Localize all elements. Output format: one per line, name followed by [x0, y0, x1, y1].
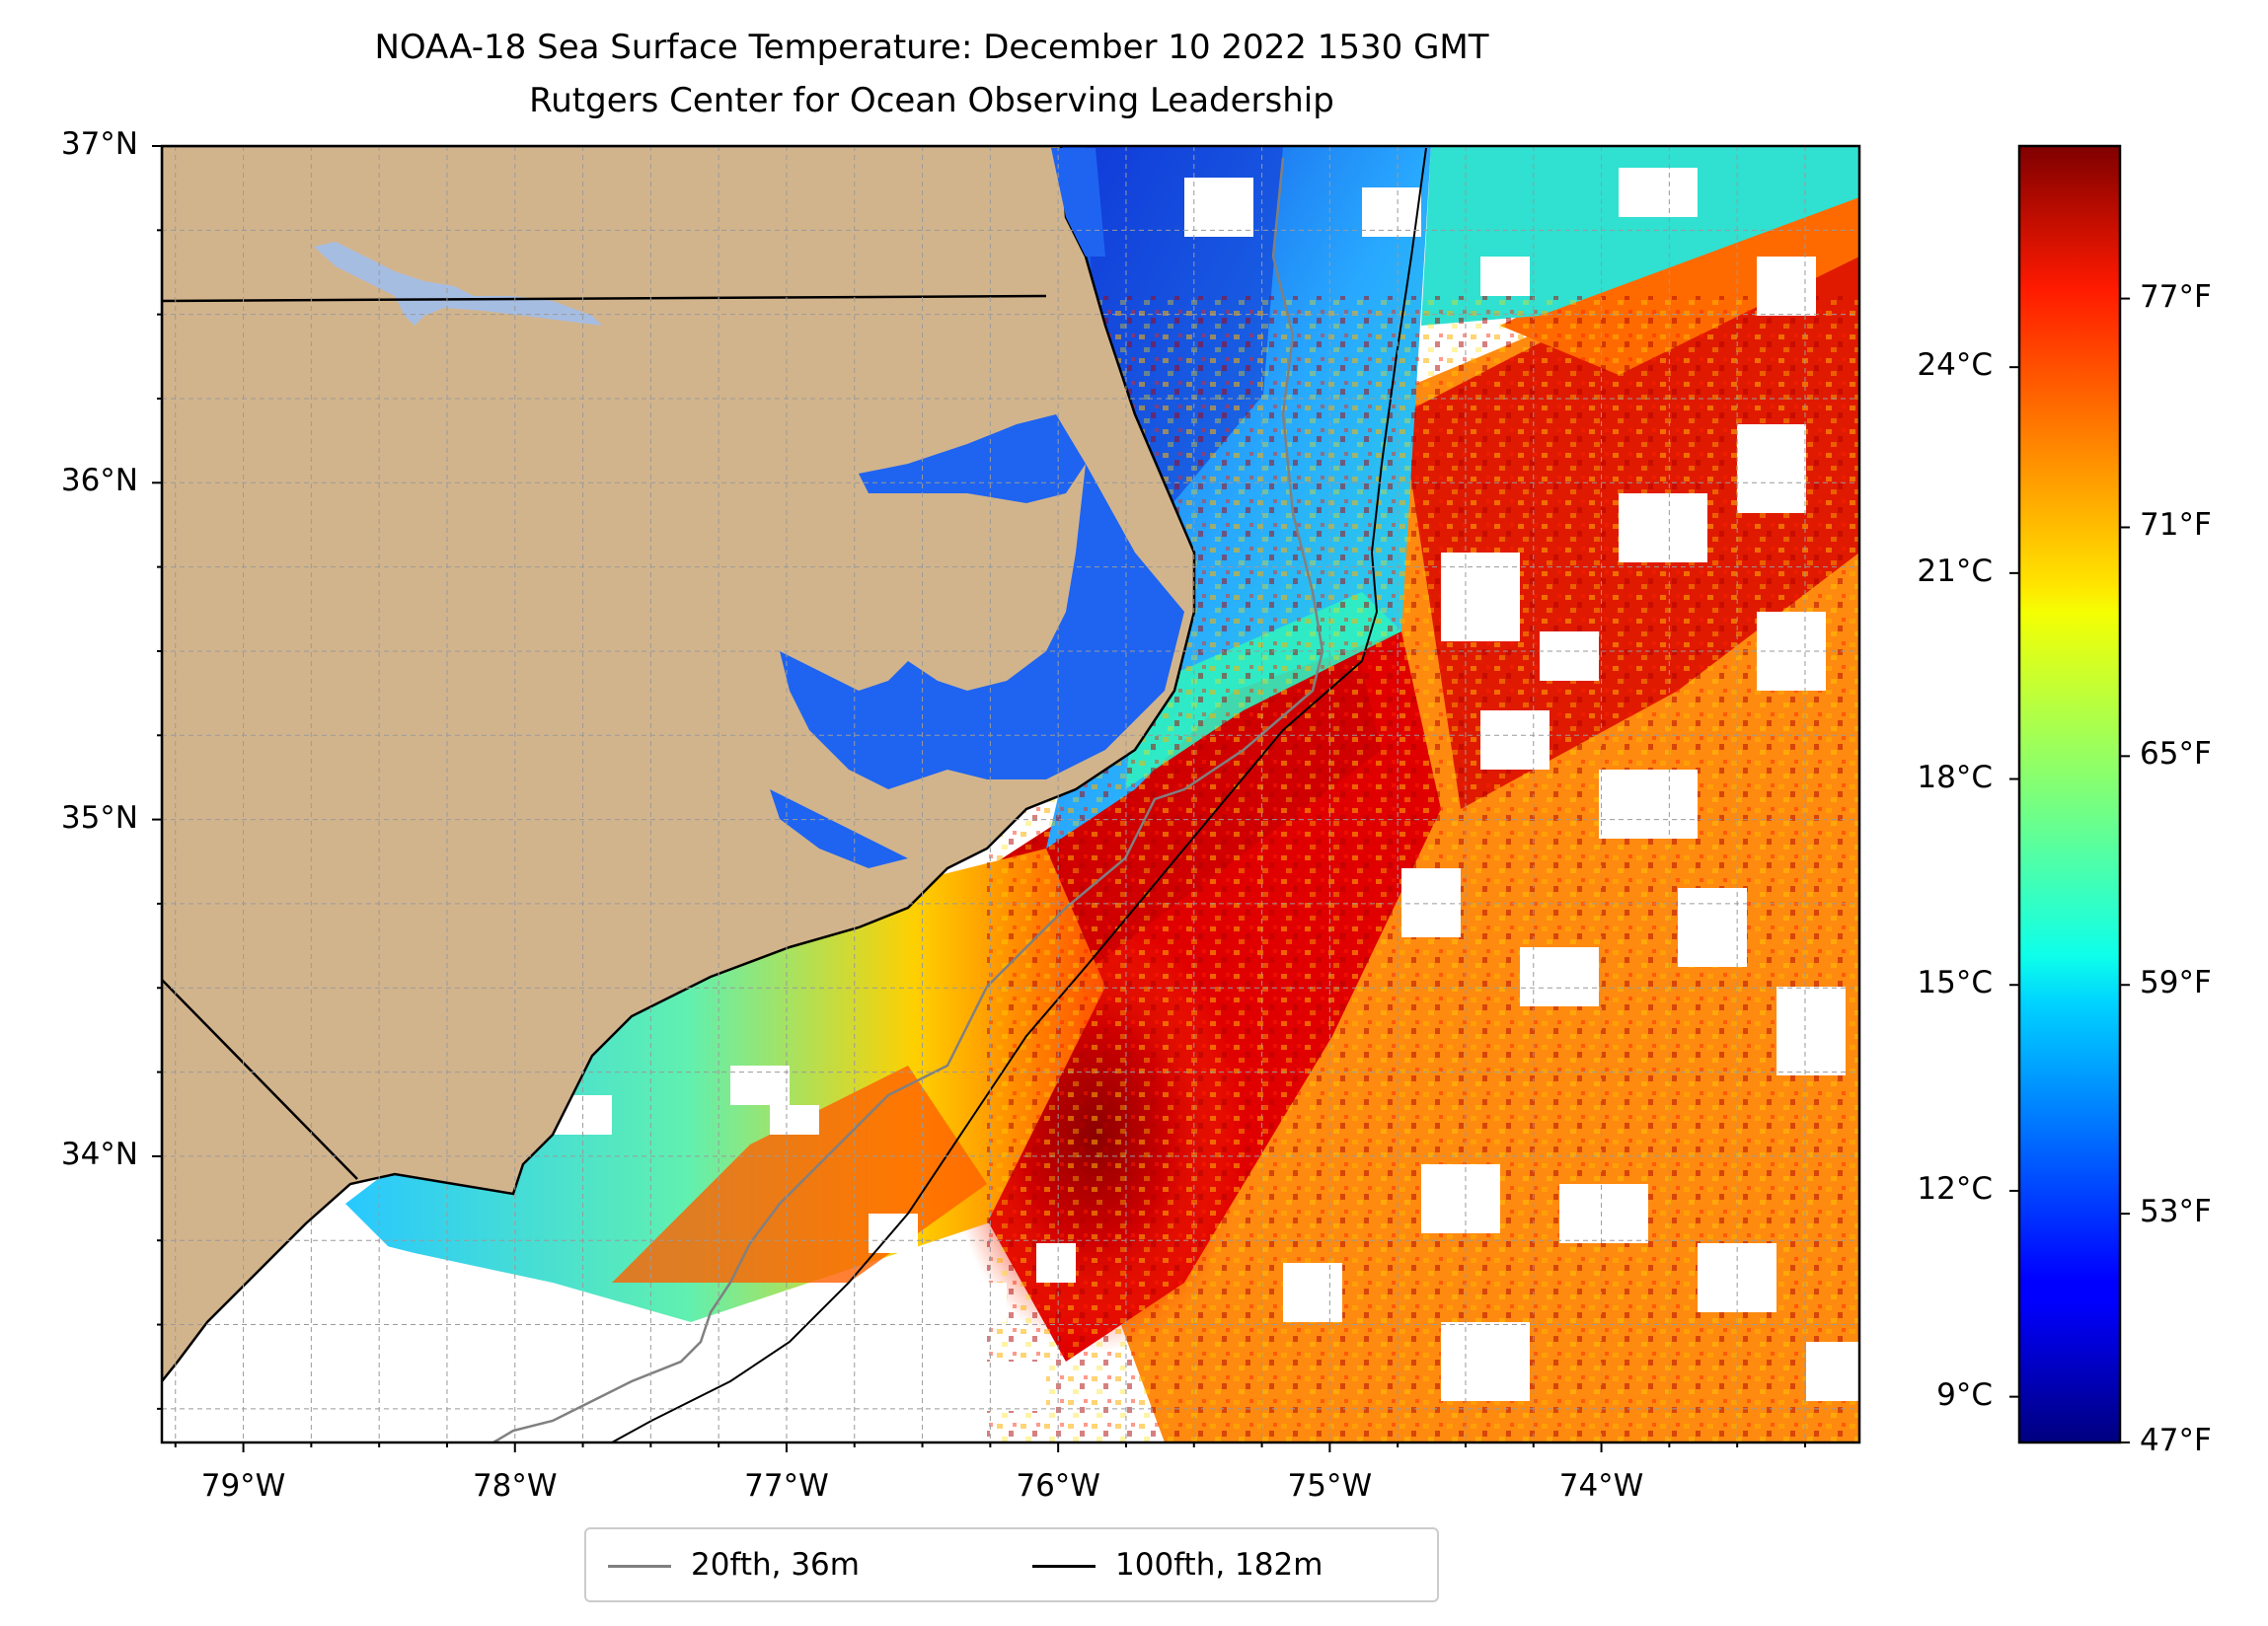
legend-line-gray [608, 1565, 671, 1568]
pamlico-sound [780, 464, 1184, 789]
colorbar-ticks [2009, 297, 2130, 1443]
lon-tick-label: 75°W [1287, 1468, 1373, 1504]
lon-tick-label: 79°W [200, 1468, 286, 1504]
albemarle-sound [859, 414, 1086, 503]
colorbar-fahrenheit-label: 47°F [2140, 1423, 2212, 1458]
legend-label-20fth: 20fth, 36m [691, 1547, 860, 1583]
legend-line-black [1032, 1565, 1096, 1568]
state-border-va-nc [162, 294, 1047, 303]
lon-tick-label: 76°W [1016, 1468, 1100, 1504]
lat-tick-label: 35°N [60, 799, 138, 836]
colorbar-celsius-label: 12°C [1917, 1170, 1993, 1207]
lon-tick-label: 74°W [1558, 1468, 1644, 1504]
colorbar-celsius-label: 21°C [1917, 553, 1993, 589]
lon-tick-label: 78°W [472, 1468, 558, 1504]
legend-label-100fth: 100fth, 182m [1115, 1547, 1323, 1583]
figure-title: NOAA-18 Sea Surface Temperature: Decembe… [374, 28, 1489, 67]
colorbar-fahrenheit-label: 71°F [2140, 507, 2212, 544]
colorbar-celsius-label: 24°C [1917, 347, 1993, 384]
colorbar-celsius-label: 9°C [1936, 1376, 1993, 1413]
colorbar-fahrenheit-label: 59°F [2140, 965, 2212, 1001]
kerr-lake [314, 242, 602, 326]
isobath-20fth [492, 157, 1324, 1442]
legend: 20fth, 36m 100fth, 182m [584, 1527, 1439, 1602]
lat-tick-label: 34°N [60, 1136, 138, 1172]
figure-subtitle: Rutgers Center for Ocean Observing Leade… [529, 81, 1334, 120]
lat-tick-label: 37°N [60, 126, 138, 162]
map-frame [160, 144, 1861, 1444]
colorbar [2017, 144, 2122, 1444]
map-gridlines [162, 145, 1859, 1442]
isobath-100fth [611, 147, 1427, 1442]
state-border-nc-sc [162, 979, 358, 1180]
colorbar-fahrenheit-label: 77°F [2140, 278, 2212, 315]
colorbar-fahrenheit-label: 65°F [2140, 736, 2212, 773]
lat-tick-label: 36°N [60, 463, 138, 499]
colorbar-celsius-label: 18°C [1917, 759, 1993, 795]
axis-ticks [152, 145, 1806, 1452]
cloud-gaps [553, 168, 1859, 1411]
lon-tick-label: 77°W [744, 1468, 829, 1504]
colorbar-fahrenheit-label: 53°F [2140, 1194, 2212, 1230]
colorbar-celsius-label: 15°C [1917, 965, 1993, 1001]
